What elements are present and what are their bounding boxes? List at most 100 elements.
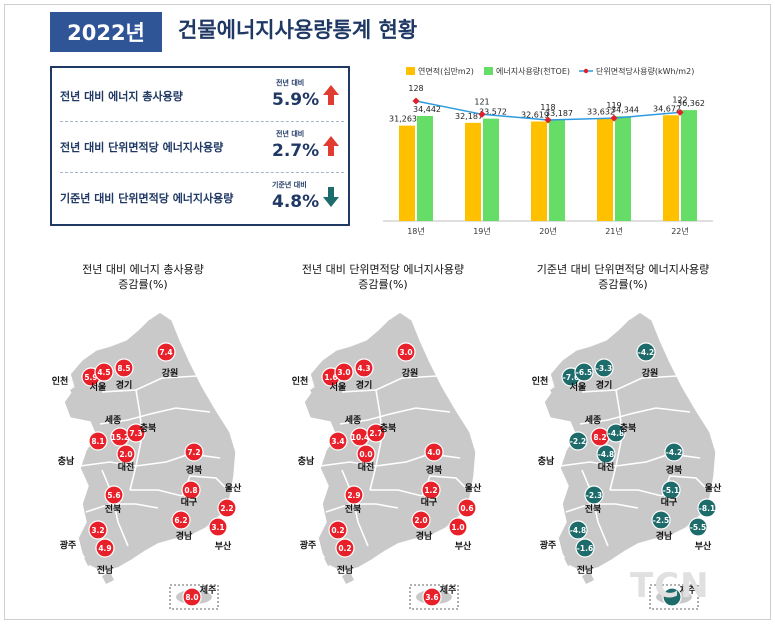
region-label-busan: 부산 [695,540,712,552]
region-label-daejeon: 대전 [118,461,135,473]
value-label-gyeongbuk: 7.2 [187,448,200,457]
value-label-seoul: 4.5 [97,368,110,377]
value-label-busan: 1.0 [451,523,464,532]
region-label-jeonnam: 전남 [97,564,114,576]
region-label-chungbuk: 충북 [140,422,157,434]
unit-use-value-label: 128 [408,84,423,93]
value-label-incheon: 5.9 [84,373,97,382]
summary-basis: 기준년 대비 [272,181,307,189]
region-label-gwangju: 광주 [540,539,557,551]
value-label-chungbuk: -4.8 [608,429,624,438]
summary-value: 2.7% [272,141,320,161]
value-circle-jeonnam [335,538,355,558]
energy-use-bar [417,115,433,221]
province-border [581,375,679,393]
value-circle-gyeongnam [651,510,671,530]
value-label-chungbuk: 2.7 [369,429,382,438]
value-circle-daegu [661,480,681,500]
map-title-line: 전년 대비 에너지 총사용량 [82,263,204,276]
page-title: 건물에너지사용량통계 현황 [178,18,418,42]
value-label-daegu: -5.1 [663,486,679,495]
summary-divider [60,172,344,173]
value-label-gangwon: 3.0 [399,348,412,357]
arrow-up-icon [323,136,339,156]
value-circle-jeonbuk [584,485,604,505]
value-circle-gangwon [396,342,416,362]
region-label-gwangju: 광주 [60,539,77,551]
value-circle-daejeon [116,444,136,464]
value-circle-gyeongnam [411,510,431,530]
value-label-daejeon: -4.8 [598,450,614,459]
region-label-gwangju: 광주 [300,539,317,551]
annual-chart: 연면적(십만m2) 에너지사용량(천TOE) 단위면적당사용량(kWh/m2) 31,… [383,66,713,236]
region-label-jeonbuk: 전북 [105,503,122,515]
map-title-unit: 증감률(%) [358,278,408,291]
value-label-gyeongnam: 6.2 [174,516,187,525]
province-border [101,469,129,547]
value-label-ulsan: 2.2 [220,504,233,513]
energy-use-value-label: 36,362 [677,99,705,108]
unit-use-point [412,97,420,105]
region-label-incheon: 인천 [532,376,549,387]
summary-label: 기준년 대비 단위면적당 에너지사용량 [60,192,234,205]
summary-basis: 전년 대비 [276,79,305,87]
floor-area-bar [465,122,481,221]
arrow-up-icon [323,85,339,105]
floor-area-bar [597,118,613,221]
value-circle-seoul [334,362,354,382]
island-shape [550,386,558,394]
region-label-incheon: 인천 [292,376,309,387]
value-circle-daejeon [596,444,616,464]
province-border [130,489,183,497]
island-shape [564,554,576,566]
region-label-gyeonggi: 경기 [596,379,613,391]
region-label-chungnam: 충남 [298,455,315,467]
year-badge: 2022년 [50,12,162,52]
legend-label: 연면적(십만m2) [418,66,474,76]
summary-row-base: 기준년 대비 단위면적당 에너지사용량 기준년 대비 4.8% [60,174,344,224]
value-circle-chungbuk [126,423,146,443]
region-label-jeonbuk: 전북 [345,503,362,515]
province-border [370,489,423,497]
map-title-total: 전년 대비 에너지 총사용량 증감률(%) [18,262,268,292]
unit-use-point [610,114,618,122]
value-label-jeju: 3.6 [425,593,438,602]
unit-use-point [544,116,552,124]
region-label-busan: 부산 [215,540,232,552]
province-border [339,407,451,425]
island-shape [582,572,594,584]
value-label-chungbuk: 7.3 [129,429,142,438]
region-label-jeju: 제주 [440,584,457,596]
value-circle-chungnam [88,431,108,451]
value-label-sejong: 15.2 [111,433,130,442]
value-label-sejong: 8.2 [593,433,606,442]
floor-area-bar [531,121,547,221]
region-label-gangwon: 강원 [642,367,659,379]
island-shape [84,554,96,566]
value-label-daejeon: 2.0 [119,450,132,459]
value-circle-gyeongbuk [184,442,204,462]
value-label-gangwon: -4.2 [638,348,654,357]
summary-divider [60,121,344,122]
energy-use-bar [615,116,631,221]
energy-use-value-label: 34,344 [611,105,639,114]
value-label-jeonnam: 4.9 [98,544,111,553]
value-circle-jeju [182,587,202,607]
summary-box: 전년 대비 에너지 총사용량 전년 대비 5.9% 전년 대비 단위면적당 에너… [50,66,350,226]
region-label-seoul: 서울 [570,381,587,393]
region-label-chungbuk: 충북 [380,422,397,434]
energy-use-value-label: 33,572 [479,108,507,117]
value-circle-jeonnam [575,538,595,558]
korea-map-unit-area: 1.6 인천 3.0 서울 4.3 경기 3.0 강원 10.4 세종 2.7충북 3.4 충남 0.0 대… [292,311,482,610]
region-label-ulsan: 울산 [705,482,722,494]
value-circle-chungnam [568,431,588,451]
value-circle-daegu [421,480,441,500]
value-circle-chungnam [328,431,348,451]
legend-swatch [406,67,415,75]
region-label-gangwon: 강원 [162,367,179,379]
value-label-chungnam: -2.2 [570,437,586,446]
value-label-gyeonggi: 8.5 [117,364,130,373]
province-border [579,407,691,425]
region-label-gyeongbuk: 경북 [426,464,443,476]
value-circle-jeonnam [95,538,115,558]
